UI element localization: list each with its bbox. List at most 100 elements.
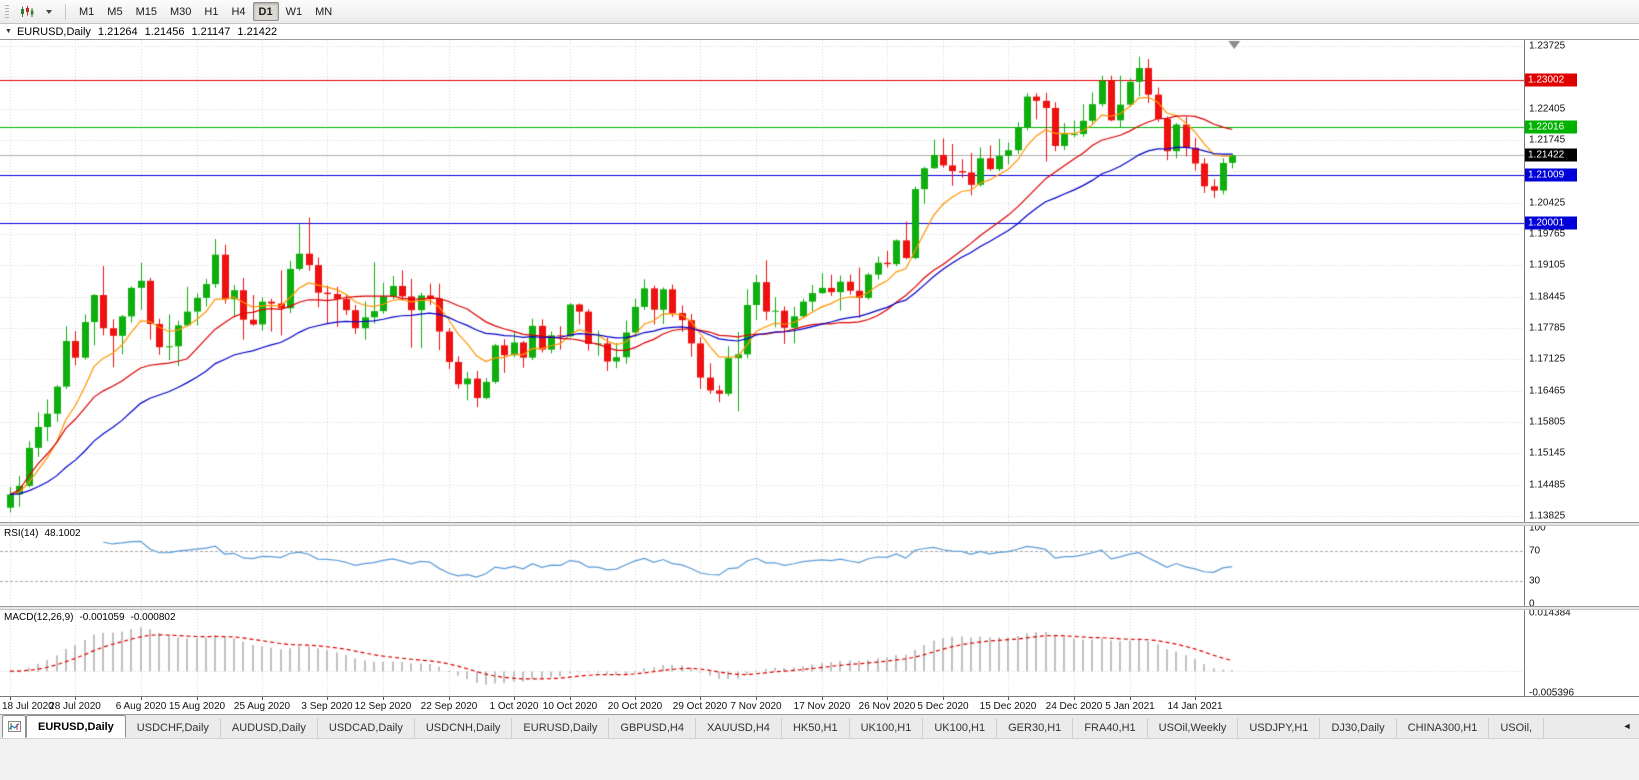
- timeframe-button-d1[interactable]: D1: [252, 2, 279, 21]
- macd-axis-label: -0.005396: [1529, 687, 1575, 699]
- ohlc-open: 1.21264: [97, 25, 138, 38]
- price-tick-label: 1.20425: [1529, 197, 1566, 209]
- price-badge-level-green: 1.22016: [1525, 120, 1577, 134]
- date-tick-label: 5 Jan 2021: [1105, 701, 1155, 712]
- rsi-axis-label: 30: [1529, 575, 1541, 587]
- rsi-panel-resize-handle[interactable]: [0, 522, 1639, 526]
- date-tick-mark: [1130, 697, 1131, 700]
- top-toolbar: M1 M5 M15 M30 H1 H4 D1 W1 MN: [0, 0, 1639, 24]
- chart-tab-bar: EURUSD,Daily USDCHF,Daily AUDUSD,Daily USDC…: [0, 714, 1639, 738]
- chart-window-icon-tab[interactable]: [2, 715, 26, 738]
- date-tick-label: 5 Dec 2020: [917, 701, 969, 712]
- chart-type-button[interactable]: [16, 2, 38, 21]
- chart-tab-15[interactable]: USDJPY,H1: [1238, 718, 1321, 738]
- date-tick-label: 15 Aug 2020: [168, 701, 226, 712]
- chevron-down-icon: [46, 9, 52, 14]
- macd-axis-label: 0.014384: [1529, 607, 1571, 619]
- chart-tab-9[interactable]: HK50,H1: [782, 718, 850, 738]
- ohlc-high: 1.21456: [144, 25, 185, 38]
- price-tick-label: 1.15145: [1529, 447, 1566, 459]
- toolbar-grip[interactable]: [5, 4, 9, 19]
- date-tick-mark: [10, 697, 11, 700]
- macd-value: -0.001059: [79, 612, 125, 623]
- timeframe-button-w1[interactable]: W1: [285, 5, 303, 18]
- timeframe-toolbar-buttons: M1 M5 M15 M30 H1 H4 D1 W1 MN: [73, 2, 338, 21]
- rsi-label: RSI(14) 48.1002: [4, 528, 81, 539]
- price-tick-label: 1.15805: [1529, 416, 1566, 428]
- price-tick-label: 1.19765: [1529, 228, 1566, 240]
- toolbar-separator: [65, 3, 66, 20]
- timeframe-button-m15[interactable]: M15: [135, 5, 157, 18]
- date-tick-mark: [383, 697, 384, 700]
- chart-window: ▼ EURUSD,Daily 1.21264 1.21456 1.21147 1…: [0, 24, 1639, 714]
- ohlc-low: 1.21147: [191, 25, 231, 38]
- candlestick-chart-icon: [21, 5, 34, 17]
- date-tick-label: 18 Jul 2020: [2, 701, 54, 712]
- date-tick-label: 15 Dec 2020: [979, 701, 1037, 712]
- date-tick-mark: [197, 697, 198, 700]
- date-tick-mark: [1074, 697, 1075, 700]
- chart-tab-5[interactable]: USDCNH,Daily: [415, 718, 513, 738]
- price-tick-label: 1.17125: [1529, 353, 1566, 365]
- chart-tab-13[interactable]: FRA40,H1: [1073, 718, 1148, 738]
- price-badge-support-blue-1: 1.21009: [1525, 168, 1577, 182]
- chart-tab-14[interactable]: USOil,Weekly: [1148, 718, 1239, 738]
- chart-tab-11[interactable]: UK100,H1: [923, 718, 998, 738]
- date-tick-mark: [1195, 697, 1196, 700]
- rsi-axis-label: 0: [1529, 598, 1535, 610]
- timeframe-button-m30[interactable]: M30: [169, 5, 192, 18]
- date-tick-label: 20 Oct 2020: [607, 701, 663, 712]
- price-tick-label: 1.22405: [1529, 103, 1566, 115]
- date-tick-mark: [514, 697, 515, 700]
- price-tick-label: 1.14485: [1529, 479, 1566, 491]
- price-tick-label: 1.16465: [1529, 385, 1566, 397]
- collapse-indicator-icon[interactable]: ▼: [5, 28, 12, 35]
- price-tick-label: 1.17785: [1529, 322, 1566, 334]
- price-axis[interactable]: 1.23725 1.22405 1.21745 1.20425 1.19765 1.191…: [1524, 24, 1639, 699]
- price-chart-canvas[interactable]: [0, 24, 1524, 714]
- chart-tab-6[interactable]: EURUSD,Daily: [512, 718, 610, 738]
- chart-tab-10[interactable]: UK100,H1: [850, 718, 924, 738]
- price-badge-support-blue-2: 1.20001: [1525, 216, 1577, 230]
- chart-tab-18[interactable]: USOil,: [1489, 718, 1545, 738]
- chart-type-dropdown[interactable]: [40, 2, 58, 21]
- timeframe-button-h4[interactable]: H4: [231, 5, 246, 18]
- chart-tab-7[interactable]: GBPUSD,H4: [609, 718, 696, 738]
- chart-tab-4[interactable]: USDCAD,Daily: [318, 718, 415, 738]
- chart-tab-16[interactable]: DJ30,Daily: [1320, 718, 1397, 738]
- date-tick-mark: [822, 697, 823, 700]
- date-tick-label: 29 Oct 2020: [672, 701, 728, 712]
- timeframe-button-h1[interactable]: H1: [204, 5, 219, 18]
- date-tick-label: 25 Aug 2020: [233, 701, 291, 712]
- timeframe-button-m5[interactable]: M5: [107, 5, 123, 18]
- chart-header: ▼ EURUSD,Daily 1.21264 1.21456 1.21147 1…: [0, 24, 1639, 40]
- chart-tab-3[interactable]: AUDUSD,Daily: [221, 718, 318, 738]
- chart-tab-12[interactable]: GER30,H1: [997, 718, 1074, 738]
- date-tick-label: 1 Oct 2020: [489, 701, 539, 712]
- timeframe-button-mn[interactable]: MN: [315, 5, 333, 18]
- date-tick-label: 7 Nov 2020: [730, 701, 782, 712]
- status-strip: [0, 738, 1639, 780]
- rsi-name: RSI(14): [4, 528, 39, 539]
- chart-tab-17[interactable]: CHINA300,H1: [1397, 718, 1490, 738]
- timeframe-button-m1[interactable]: M1: [79, 5, 95, 18]
- macd-name: MACD(12,26,9): [4, 612, 74, 623]
- chart-tab-1[interactable]: EURUSD,Daily: [26, 715, 126, 738]
- tabs-scroll-left-button[interactable]: ◄: [1622, 721, 1632, 731]
- rsi-value: 48.1002: [44, 528, 81, 539]
- date-tick-label: 28 Jul 2020: [49, 701, 101, 712]
- date-tick-mark: [943, 697, 944, 700]
- date-tick-label: 24 Dec 2020: [1045, 701, 1103, 712]
- macd-signal-value: -0.000802: [130, 612, 176, 623]
- date-tick-label: 6 Aug 2020: [115, 701, 167, 712]
- date-tick-mark: [75, 697, 76, 700]
- date-tick-label: 22 Sep 2020: [420, 701, 478, 712]
- date-axis[interactable]: 18 Jul 2020 28 Jul 2020 6 Aug 2020 15 Aug 2…: [0, 696, 1639, 714]
- chart-tab-8[interactable]: XAUUSD,H4: [696, 718, 782, 738]
- date-tick-mark: [327, 697, 328, 700]
- macd-panel-resize-handle[interactable]: [0, 606, 1639, 610]
- price-tick-label: 1.19105: [1529, 259, 1566, 271]
- date-tick-mark: [141, 697, 142, 700]
- chart-tab-2[interactable]: USDCHF,Daily: [126, 718, 221, 738]
- ohlc-close: 1.21422: [237, 25, 278, 38]
